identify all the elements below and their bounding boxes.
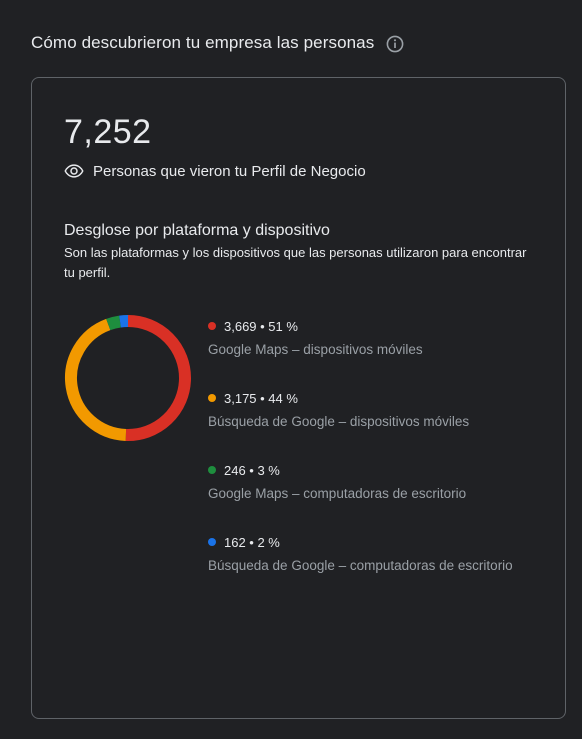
legend-dot (208, 322, 216, 330)
legend-label: Búsqueda de Google – dispositivos móvile… (208, 414, 470, 429)
section-title: Cómo descubrieron tu empresa las persona… (31, 33, 375, 52)
legend-value: 3,175 • 44 % (224, 390, 298, 406)
legend-dot (208, 394, 216, 402)
breakdown-title: Desglose por plataforma y dispositivo (64, 222, 330, 239)
legend-label: Búsqueda de Google – computadoras de esc… (208, 558, 513, 573)
legend-item: 3,669 • 51 % Google Maps – dispositivos … (208, 316, 558, 360)
legend-value: 246 • 3 % (224, 462, 280, 478)
legend-item: 162 • 2 % Búsqueda de Google – computado… (208, 532, 558, 576)
eye-icon (64, 161, 84, 181)
legend-value: 3,669 • 51 % (224, 318, 298, 334)
donut-segment (119, 315, 129, 328)
discovery-card: 7,252 Personas que vieron tu Perfil de N… (31, 77, 566, 719)
donut-segment (125, 315, 191, 441)
info-icon[interactable] (386, 35, 404, 53)
views-label: Personas que vieron tu Perfil de Negocio (93, 162, 366, 180)
donut-chart (65, 315, 191, 441)
views-row: Personas que vieron tu Perfil de Negocio (64, 160, 366, 182)
donut-segment (65, 318, 127, 441)
donut-segment (106, 315, 122, 331)
legend-dot (208, 538, 216, 546)
breakdown-description: Son las plataformas y los dispositivos q… (64, 245, 527, 280)
legend-value: 162 • 2 % (224, 534, 280, 550)
total-views-value: 7,252 (64, 113, 152, 151)
legend-dot (208, 466, 216, 474)
legend-item: 246 • 3 % Google Maps – computadoras de … (208, 460, 558, 504)
legend-item: 3,175 • 44 % Búsqueda de Google – dispos… (208, 388, 558, 432)
section-header: Cómo descubrieron tu empresa las persona… (31, 30, 404, 56)
legend-label: Google Maps – dispositivos móviles (208, 342, 423, 357)
legend-label: Google Maps – computadoras de escritorio (208, 486, 467, 501)
